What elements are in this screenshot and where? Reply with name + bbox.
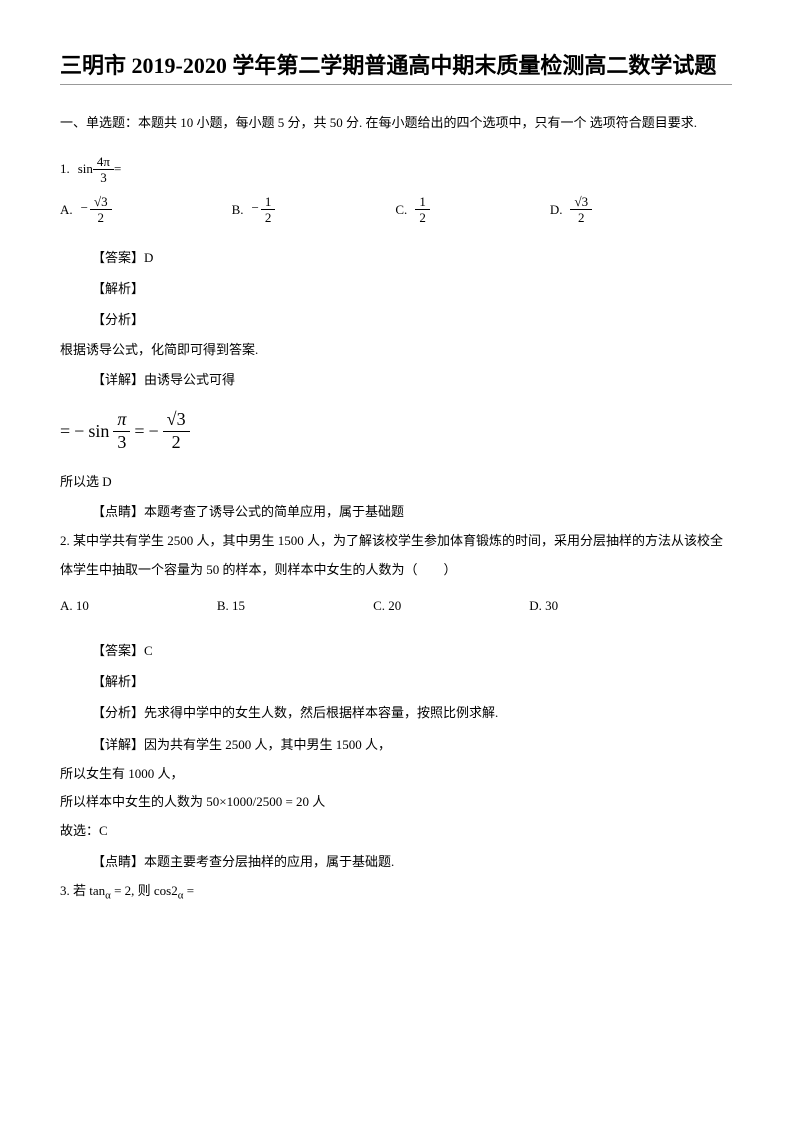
frac-num: √3	[570, 194, 592, 211]
q2-option-a: A. 10	[60, 592, 89, 621]
q3-text1: 若 tan	[73, 883, 105, 898]
question-1: 1. sin 4π 3 = A. − √3 2 B. − 1 2	[60, 154, 732, 528]
q2-line2: 所以样本中女生的人数为 50×1000/2500 = 20 人	[60, 788, 732, 817]
q1-fenxi-label: 【分析】	[60, 304, 732, 335]
q2-fenxi: 【分析】先求得中学中的女生人数，然后根据样本容量，按照比例求解.	[60, 697, 732, 728]
q2-number: 2.	[60, 533, 70, 548]
q1-formula: = − sin π 3 = − √3 2	[60, 409, 732, 453]
q2-diancjing: 【点睛】本题主要考查分层抽样的应用，属于基础题.	[60, 846, 732, 877]
section-description: 一、单选题：本题共 10 小题，每小题 5 分，共 50 分. 在每小题给出的四…	[60, 109, 732, 138]
sin-text: sin	[88, 412, 109, 452]
q1-xiangjie: 【详解】由诱导公式可得	[60, 364, 732, 395]
answer-label: 【答案】	[92, 643, 144, 658]
page-title: 三明市 2019-2020 学年第二学期普通高中期末质量检测高二数学试题	[60, 48, 732, 85]
q1-options: A. − √3 2 B. − 1 2 C. 1 2 D. √3	[60, 194, 732, 226]
q1-option-a: A. − √3 2	[60, 194, 112, 226]
answer-label: 【答案】	[92, 250, 144, 265]
answer-value: C	[144, 643, 153, 658]
frac-num: √3	[90, 194, 112, 211]
q2-jiexi: 【解析】	[60, 666, 732, 697]
answer-value: D	[144, 250, 153, 265]
q2-options: A. 10 B. 15 C. 20 D. 30	[60, 592, 732, 621]
q1-option-d: D. √3 2	[550, 194, 592, 226]
neg-sign-2: −	[149, 412, 159, 452]
q1-number: 1.	[60, 155, 70, 184]
eq-sign-2: =	[134, 412, 144, 452]
q3-text2: = 2, 则 cos2	[111, 883, 178, 898]
q2-option-c: C. 20	[373, 592, 401, 621]
den3: 3	[113, 432, 130, 454]
frac-num: 1	[261, 194, 276, 211]
negative-sign: −	[81, 194, 88, 223]
sqrt3-num: √3	[163, 409, 190, 432]
q2-option-d: D. 30	[529, 592, 558, 621]
q1-frac-num: 4π	[93, 154, 114, 171]
q1-answer: 【答案】D	[60, 242, 732, 273]
q1-diancjing: 【点睛】本题考查了诱导公式的简单应用，属于基础题	[60, 496, 732, 527]
eq-sign: =	[60, 412, 70, 452]
option-label: D.	[550, 196, 563, 225]
frac-den: 2	[570, 210, 592, 226]
frac-num: 1	[415, 194, 430, 211]
q1-equals: =	[114, 155, 121, 184]
q2-answer: 【答案】C	[60, 635, 732, 666]
option-label: B.	[232, 196, 244, 225]
frac-den: 2	[415, 210, 430, 226]
option-label: A.	[60, 196, 73, 225]
neg-sign: −	[74, 412, 84, 452]
q1-option-b: B. − 1 2	[232, 194, 276, 226]
pi: π	[113, 409, 130, 432]
q1-fenxi-text: 根据诱导公式，化简即可得到答案.	[60, 336, 732, 365]
den2: 2	[163, 432, 190, 454]
q1-jiexi: 【解析】	[60, 273, 732, 304]
q2-text: 某中学共有学生 2500 人，其中男生 1500 人，为了解该校学生参加体育锻炼…	[60, 533, 723, 577]
q3-text3: =	[183, 883, 194, 898]
question-2: 2. 某中学共有学生 2500 人，其中男生 1500 人，为了解该校学生参加体…	[60, 527, 732, 877]
frac-den: 2	[90, 210, 112, 226]
q1-option-c: C. 1 2	[395, 194, 429, 226]
q2-line1: 所以女生有 1000 人，	[60, 760, 732, 789]
q1-frac-den: 3	[93, 170, 114, 186]
q1-sin-text: sin	[78, 155, 93, 184]
question-3: 3. 若 tanα = 2, 则 cos2α =	[60, 877, 732, 908]
frac-den: 2	[261, 210, 276, 226]
q3-number: 3.	[60, 883, 70, 898]
negative-sign: −	[252, 194, 259, 223]
q2-line3: 故选：C	[60, 817, 732, 846]
q2-option-b: B. 15	[217, 592, 245, 621]
q2-xiangjie: 【详解】因为共有学生 2500 人，其中男生 1500 人，	[60, 729, 732, 760]
q1-conclusion: 所以选 D	[60, 468, 732, 497]
option-label: C.	[395, 196, 407, 225]
